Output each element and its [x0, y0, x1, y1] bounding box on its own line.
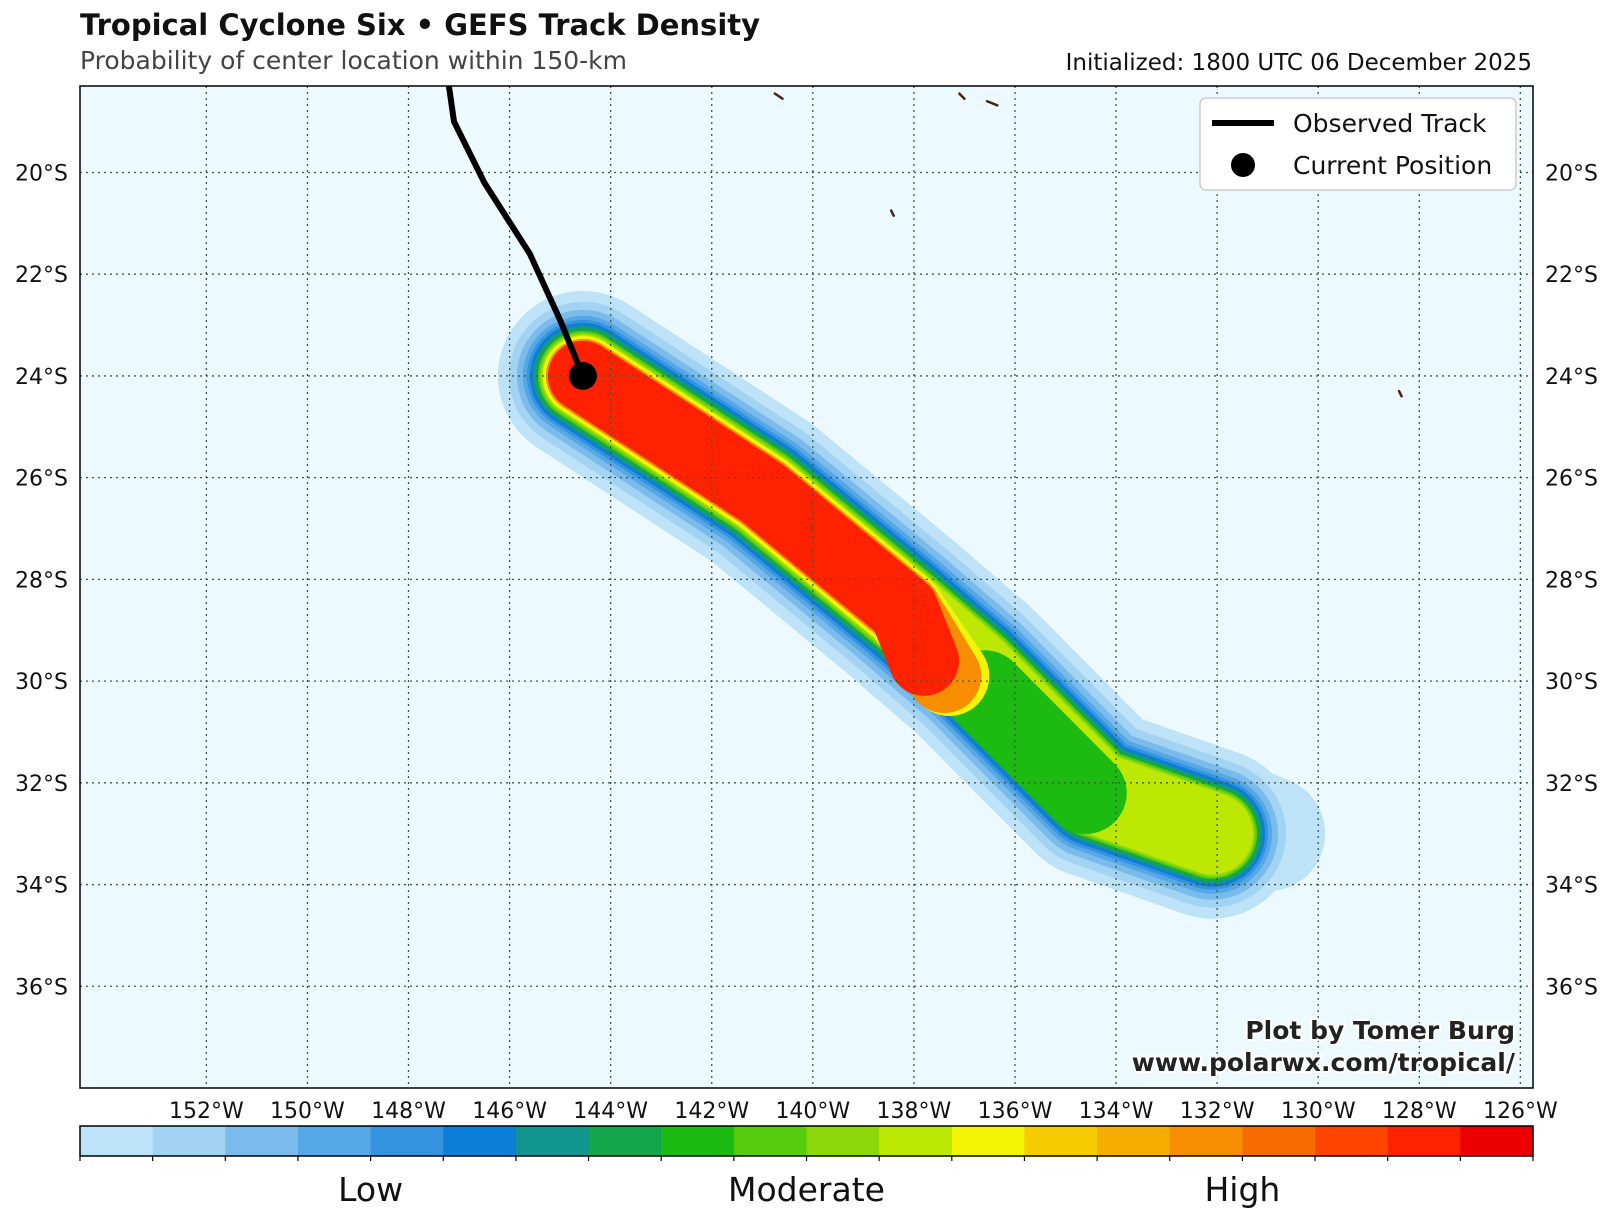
graticule	[80, 86, 1533, 1088]
lat-tick-label-right: 32°S	[1545, 772, 1598, 797]
colorbar-swatch	[1387, 1126, 1461, 1156]
colorbar-swatch	[1315, 1126, 1389, 1156]
lon-tick-label: 148°W	[371, 1099, 446, 1124]
colorbar-swatch	[733, 1126, 807, 1156]
map-title: Tropical Cyclone Six • GEFS Track Densit…	[80, 8, 761, 42]
colorbar-swatch	[515, 1126, 590, 1156]
legend-current-position: Current Position	[1293, 151, 1492, 180]
island	[985, 100, 999, 107]
legend-box	[1199, 97, 1517, 191]
density-field	[497, 290, 1326, 919]
legend-position-swatch	[1231, 153, 1255, 177]
lat-tick-label-left: 34°S	[15, 874, 68, 899]
density-core-tail	[943, 650, 1127, 834]
lat-tick-label-right: 20°S	[1545, 161, 1598, 186]
lat-tick-label-left: 22°S	[15, 263, 68, 288]
lat-tick-label-right: 28°S	[1545, 568, 1598, 593]
lon-tick-label: 126°W	[1483, 1099, 1558, 1124]
lat-tick-label-right: 34°S	[1545, 874, 1598, 899]
lon-tick-label: 128°W	[1382, 1099, 1457, 1124]
colorbar-label: Low	[338, 1170, 404, 1209]
lon-tick-label: 138°W	[877, 1099, 952, 1124]
init-time: Initialized: 1800 UTC 06 December 2025	[1065, 50, 1532, 76]
map-legend: Observed Track Current Position	[1199, 97, 1517, 191]
colorbar-label: High	[1204, 1170, 1281, 1209]
lon-tick-label: 152°W	[169, 1099, 244, 1124]
plot-credit: Plot by Tomer Burg www.polarwx.com/tropi…	[1130, 1014, 1518, 1079]
lat-tick-label-left: 30°S	[15, 670, 68, 695]
lat-tick-label-right: 36°S	[1545, 975, 1598, 1000]
colorbar-swatch	[1097, 1126, 1171, 1156]
colorbar-swatch	[879, 1126, 953, 1156]
lon-tick-label: 144°W	[573, 1099, 648, 1124]
colorbar-swatch	[1169, 1126, 1243, 1156]
map-frame	[79, 85, 1534, 1089]
lon-tick-label: 150°W	[270, 1099, 345, 1124]
observed-track-line	[445, 86, 586, 379]
longitude-labels: 152°W 150°W 148°W 146°W 144°W 142°W 140°W 138°W…	[169, 1099, 1558, 1124]
colorbar-swatch	[588, 1126, 662, 1156]
lat-tick-label-left: 20°S	[15, 161, 68, 186]
map-subtitle: Probability of center location within 15…	[80, 46, 628, 75]
current-position-marker	[568, 361, 597, 390]
colorbar-swatch	[1242, 1126, 1316, 1156]
colorbar-swatch	[80, 1126, 154, 1156]
lat-tick-label-left: 28°S	[15, 568, 68, 593]
density-red	[547, 340, 959, 696]
colorbar-swatch	[1460, 1126, 1534, 1156]
island	[1397, 389, 1403, 398]
latitude-labels: 20°S 20°S 22°S 22°S 24°S 24°S 26°S 26°S 28°S 28°S…	[15, 161, 1598, 1000]
colorbar-swatch	[443, 1126, 517, 1156]
colorbar-swatch	[370, 1126, 444, 1156]
colorbar-swatch	[806, 1126, 880, 1156]
colorbar-swatch	[951, 1126, 1025, 1156]
lon-tick-label: 136°W	[978, 1099, 1053, 1124]
lon-tick-label: 142°W	[674, 1099, 749, 1124]
island	[773, 92, 784, 100]
lat-tick-label-right: 26°S	[1545, 467, 1598, 492]
lon-tick-label: 132°W	[1180, 1099, 1255, 1124]
lat-tick-label-right: 24°S	[1545, 365, 1598, 390]
probability-colorbar	[79, 1125, 1534, 1161]
lat-tick-label-right: 22°S	[1545, 263, 1598, 288]
lat-tick-label-left: 36°S	[15, 975, 68, 1000]
lon-tick-label: 134°W	[1079, 1099, 1154, 1124]
lat-tick-label-left: 26°S	[15, 467, 68, 492]
colorbar-swatch	[661, 1126, 735, 1156]
lon-tick-label: 146°W	[472, 1099, 547, 1124]
legend-observed-track: Observed Track	[1293, 109, 1487, 138]
colorbar-swatch	[225, 1126, 299, 1156]
lat-tick-label-left: 32°S	[15, 772, 68, 797]
credit-author: Plot by Tomer Burg	[1245, 1016, 1515, 1045]
lat-tick-label-left: 24°S	[15, 365, 68, 390]
lon-tick-label: 130°W	[1281, 1099, 1356, 1124]
island	[958, 92, 966, 100]
islands	[773, 92, 1403, 398]
colorbar-swatch	[297, 1126, 372, 1156]
colorbar-swatch	[1024, 1126, 1098, 1156]
colorbar-swatch	[152, 1126, 226, 1156]
island	[889, 209, 895, 217]
lat-tick-label-right: 30°S	[1545, 670, 1598, 695]
lon-tick-label: 140°W	[775, 1099, 850, 1124]
credit-url: www.polarwx.com/tropical/	[1132, 1048, 1516, 1077]
colorbar-label: Moderate	[728, 1170, 885, 1209]
